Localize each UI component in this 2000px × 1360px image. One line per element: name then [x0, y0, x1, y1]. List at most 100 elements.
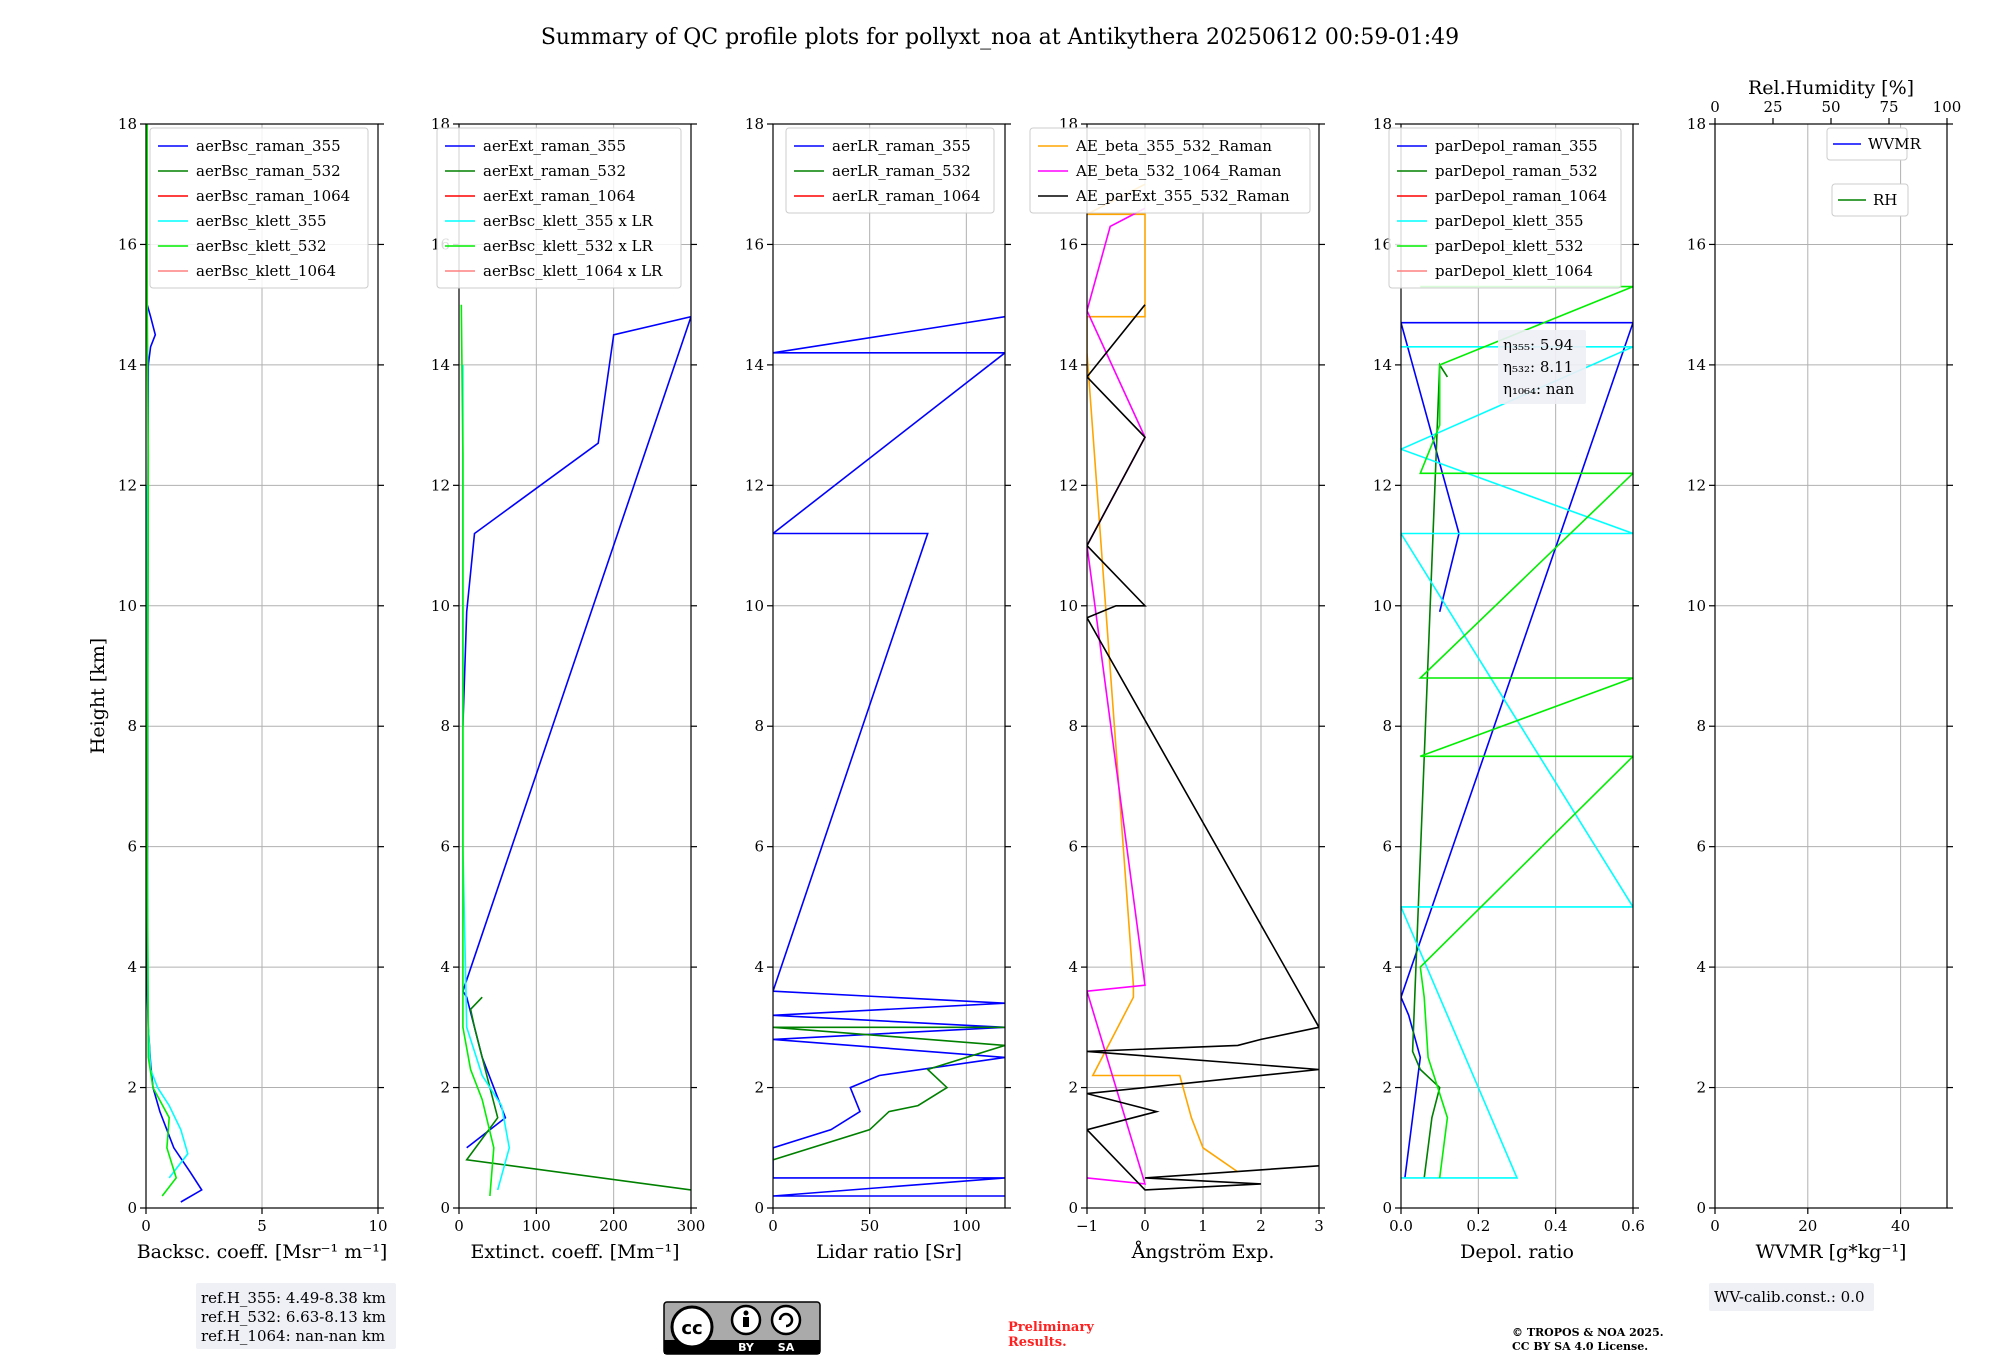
y-tick-label: 6 — [1696, 838, 1706, 856]
y-tick-label: 8 — [440, 717, 450, 735]
legend-label: aerBsc_klett_355 — [196, 212, 327, 230]
y-tick-label: 4 — [754, 958, 764, 976]
series-line-aerLR_raman_532 — [773, 1026, 1005, 1161]
legend: aerExt_raman_355 aerExt_raman_532 aerExt_r… — [436, 127, 682, 289]
legend-label: aerBsc_klett_1064 x LR — [483, 262, 663, 280]
y-tick-label: 8 — [754, 717, 764, 735]
x-tick-label: 0 — [141, 1217, 151, 1235]
series-line-aerBsc_raman_355 — [146, 304, 203, 1203]
legend: aerBsc_raman_355 aerBsc_raman_532 aerBsc_r… — [149, 127, 369, 289]
series-line-aerBsc_klett_532 x LR — [460, 304, 495, 1197]
y-tick-label: 14 — [1059, 356, 1078, 374]
x-tick-label: 10 — [368, 1217, 387, 1235]
y-tick-label: 16 — [118, 235, 137, 253]
series-line-aerExt_raman_355 — [462, 315, 691, 1149]
y-tick-label: 6 — [440, 838, 450, 856]
y-tick-label: 12 — [745, 476, 764, 494]
y-tick-label: 8 — [1068, 717, 1078, 735]
y-tick-label: 8 — [127, 717, 137, 735]
y-tick-label: 12 — [1059, 476, 1078, 494]
figure-title: Summary of QC profile plots for pollyxt_… — [541, 25, 1459, 50]
legend-box — [436, 127, 682, 289]
x-tick-label: 3 — [1314, 1217, 1324, 1235]
legend-label: aerBsc_klett_532 x LR — [483, 237, 654, 255]
eta-value: η₁₀₆₄: nan — [1503, 380, 1574, 398]
x2-axis-label: Rel.Humidity [%] — [1748, 77, 1914, 99]
x-axis-label: Extinct. coeff. [Mm⁻¹] — [470, 1241, 679, 1263]
series-group — [460, 304, 691, 1197]
legend: aerLR_raman_355 aerLR_raman_532 aerLR_rama… — [785, 127, 995, 214]
y-tick-label: 4 — [440, 958, 450, 976]
x-tick-label: 2 — [1256, 1217, 1266, 1235]
y-tick-label: 2 — [754, 1079, 764, 1097]
x-tick-label: 0.6 — [1621, 1217, 1645, 1235]
legend-label: RH — [1873, 191, 1897, 209]
legend: parDepol_raman_355 parDepol_raman_532 parD… — [1388, 127, 1622, 289]
panel-4: 0 2 4 6 8 10 12 14 16 18 0.0 0.2 0.4 0.6 Depol. ratio p… — [1373, 115, 1645, 1263]
copyright-line-1: © TROPOS & NOA 2025. — [1512, 1326, 1664, 1339]
legend-label: aerBsc_raman_1064 — [196, 187, 350, 205]
x-tick-label: 20 — [1798, 1217, 1817, 1235]
y-tick-label: 0 — [127, 1199, 137, 1217]
y-tick-label: 10 — [1687, 597, 1706, 615]
preliminary-line-2: Results. — [1008, 1335, 1067, 1350]
legend-label: aerBsc_klett_355 x LR — [483, 212, 654, 230]
x-axis-label: Lidar ratio [Sr] — [816, 1241, 962, 1263]
x-tick-label: 0 — [1140, 1217, 1150, 1235]
legend-label: aerBsc_klett_1064 — [196, 262, 336, 280]
legend-label: aerLR_raman_532 — [832, 162, 971, 180]
axes-frame — [1400, 123, 1634, 1209]
series-line-aerLR_raman_355 — [773, 315, 1005, 1197]
y-tick-label: 16 — [745, 235, 764, 253]
x-tick-label: 0.4 — [1544, 1217, 1568, 1235]
series-group — [1087, 183, 1319, 1191]
legend-label: aerBsc_raman_532 — [196, 162, 341, 180]
legend-box — [1826, 127, 1908, 161]
legend-box — [1831, 183, 1909, 217]
y-tick-label: 0 — [1696, 1199, 1706, 1217]
series-line-parDepol_klett_532 — [1418, 285, 1633, 1179]
cc-license-badge: cc BY SA — [663, 1301, 821, 1355]
y-tick-label: 2 — [1382, 1079, 1392, 1097]
x-tick-label: 100 — [952, 1217, 981, 1235]
y-tick-label: 2 — [440, 1079, 450, 1097]
copyright-line-2: CC BY SA 4.0 License. — [1512, 1340, 1648, 1353]
series-group — [773, 315, 1005, 1197]
legend-box — [1388, 127, 1622, 289]
x-tick-label: 1 — [1198, 1217, 1208, 1235]
series-group — [146, 124, 203, 1203]
y-tick-label: 18 — [118, 115, 137, 133]
y-tick-label: 8 — [1382, 717, 1392, 735]
series-line-aerBsc_klett_355 — [146, 485, 189, 1179]
preliminary-line-1: Preliminary — [1008, 1320, 1094, 1335]
by-person-icon — [743, 1310, 749, 1316]
y-tick-label: 4 — [1696, 958, 1706, 976]
sa-share-icon — [778, 1312, 794, 1328]
y-tick-label: 10 — [745, 597, 764, 615]
legend-label: parDepol_klett_532 — [1435, 237, 1584, 255]
legend-label: aerExt_raman_355 — [483, 137, 626, 155]
y-tick-label: 2 — [127, 1079, 137, 1097]
y-tick-label: 0 — [1068, 1199, 1078, 1217]
panel-2: 0 2 4 6 8 10 12 14 16 18 0 50 100 Lidar ratio [Sr] aer… — [745, 115, 1011, 1263]
eta-annotation: η₃₅₅: 5.94 η₅₃₂: 8.11 η₁₀₆₄: nan — [1498, 330, 1586, 404]
y-tick-label: 0 — [440, 1199, 450, 1217]
x-tick-label: −1 — [1076, 1217, 1098, 1235]
y-tick-label: 14 — [745, 356, 764, 374]
y-tick-label: 10 — [118, 597, 137, 615]
x-axis-label: Ångström Exp. — [1131, 1241, 1275, 1263]
panel-1: 0246810121416180100200300Extinct. coeff.… — [431, 115, 705, 1263]
cc-sa-label: SA — [778, 1341, 795, 1354]
y-tick-label: 0 — [754, 1199, 764, 1217]
y-tick-label: 10 — [431, 597, 450, 615]
y-tick-label: 14 — [118, 356, 137, 374]
series-line-AE_beta_532_1064_Raman — [1087, 207, 1147, 1185]
legend-label: parDepol_raman_532 — [1435, 162, 1598, 180]
x-axis-label: Depol. ratio — [1460, 1241, 1574, 1263]
y-tick-label: 2 — [1696, 1079, 1706, 1097]
legend-label: parDepol_klett_1064 — [1435, 262, 1593, 280]
eta-value: η₅₃₂: 8.11 — [1503, 358, 1573, 376]
